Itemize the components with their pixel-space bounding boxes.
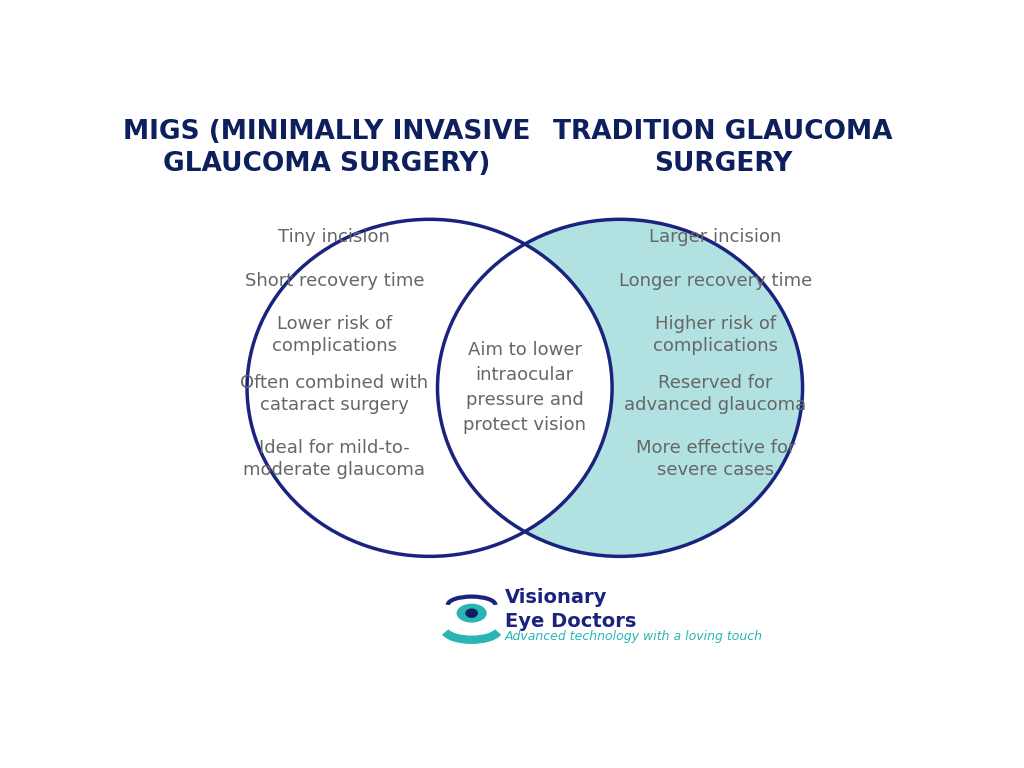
Text: MIGS (MINIMALLY INVASIVE
GLAUCOMA SURGERY): MIGS (MINIMALLY INVASIVE GLAUCOMA SURGER… <box>123 119 530 177</box>
Text: Reserved for
advanced glaucoma: Reserved for advanced glaucoma <box>625 374 806 414</box>
Ellipse shape <box>465 608 478 618</box>
Text: Aim to lower
intraocular
pressure and
protect vision: Aim to lower intraocular pressure and pr… <box>463 341 587 435</box>
Text: Visionary
Eye Doctors: Visionary Eye Doctors <box>505 588 636 631</box>
Text: Tiny incision: Tiny incision <box>279 228 390 246</box>
Polygon shape <box>525 220 803 556</box>
Text: Short recovery time: Short recovery time <box>245 273 424 290</box>
Text: Lower risk of
complications: Lower risk of complications <box>271 315 397 355</box>
Ellipse shape <box>457 604 486 623</box>
Ellipse shape <box>437 220 803 556</box>
Text: More effective for
severe cases: More effective for severe cases <box>636 439 795 479</box>
Ellipse shape <box>247 220 612 556</box>
Text: Higher risk of
complications: Higher risk of complications <box>652 315 778 355</box>
Text: Advanced technology with a loving touch: Advanced technology with a loving touch <box>505 631 763 644</box>
Text: Longer recovery time: Longer recovery time <box>618 273 812 290</box>
Text: TRADITION GLAUCOMA
SURGERY: TRADITION GLAUCOMA SURGERY <box>553 119 893 177</box>
Text: Ideal for mild-to-
moderate glaucoma: Ideal for mild-to- moderate glaucoma <box>244 439 425 479</box>
Text: Larger incision: Larger incision <box>649 228 781 246</box>
Text: Often combined with
cataract surgery: Often combined with cataract surgery <box>241 374 428 414</box>
